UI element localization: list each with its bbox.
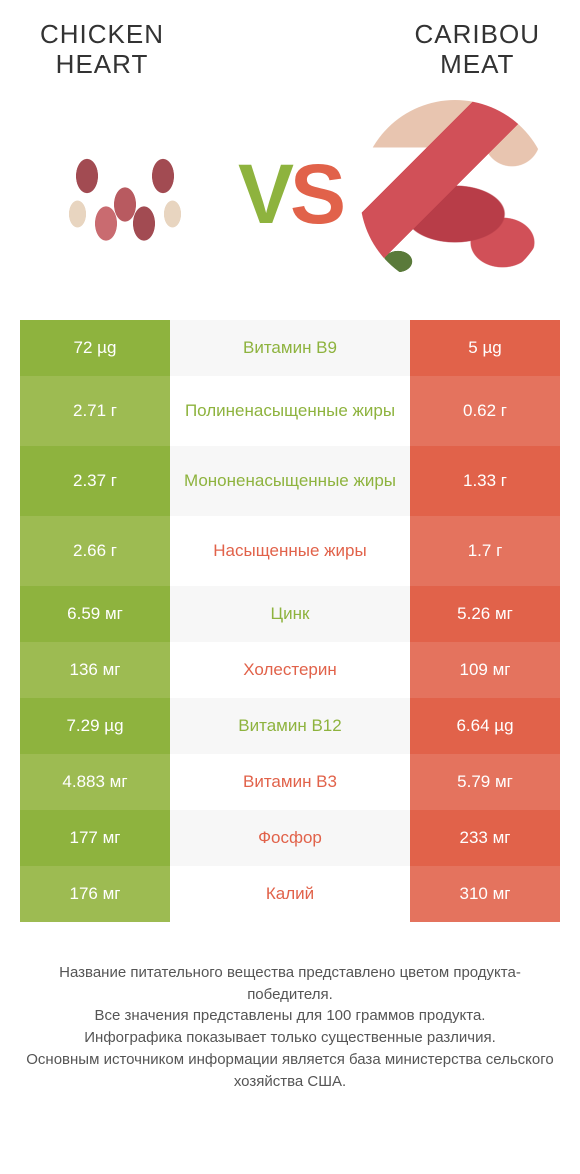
right-product-title: CARIBOU MEAT <box>415 20 540 80</box>
nutrient-name: Мононенасыщенные жиры <box>170 446 410 516</box>
right-value: 233 мг <box>410 810 560 866</box>
table-row: 136 мгХолестерин109 мг <box>20 642 560 698</box>
vs-label: VS <box>238 146 342 243</box>
left-value: 6.59 мг <box>20 586 170 642</box>
table-row: 7.29 µgВитамин B126.64 µg <box>20 698 560 754</box>
left-value: 4.883 мг <box>20 754 170 810</box>
left-value: 72 µg <box>20 320 170 376</box>
table-row: 4.883 мгВитамин B35.79 мг <box>20 754 560 810</box>
footer-line: Все значения представлены для 100 граммо… <box>20 1005 560 1027</box>
left-value: 176 мг <box>20 866 170 922</box>
nutrient-name: Калий <box>170 866 410 922</box>
right-value: 5.79 мг <box>410 754 560 810</box>
footer-line: Название питательного вещества представл… <box>20 962 560 1006</box>
nutrient-name: Насыщенные жиры <box>170 516 410 586</box>
left-product-title: CHICKEN HEART <box>40 20 164 80</box>
footer-line: Инфографика показывает только существенн… <box>20 1027 560 1049</box>
left-value: 2.71 г <box>20 376 170 446</box>
left-value: 2.37 г <box>20 446 170 516</box>
right-value: 0.62 г <box>410 376 560 446</box>
nutrient-name: Витамин B3 <box>170 754 410 810</box>
nutrient-name: Холестерин <box>170 642 410 698</box>
right-value: 1.7 г <box>410 516 560 586</box>
vs-s: S <box>290 147 342 241</box>
right-product-image <box>360 100 550 290</box>
right-value: 109 мг <box>410 642 560 698</box>
nutrient-name: Витамин B9 <box>170 320 410 376</box>
vs-v: V <box>238 147 290 241</box>
nutrient-name: Витамин B12 <box>170 698 410 754</box>
left-value: 136 мг <box>20 642 170 698</box>
right-value: 1.33 г <box>410 446 560 516</box>
table-row: 176 мгКалий310 мг <box>20 866 560 922</box>
table-row: 6.59 мгЦинк5.26 мг <box>20 586 560 642</box>
right-value: 5 µg <box>410 320 560 376</box>
right-value: 5.26 мг <box>410 586 560 642</box>
nutrient-name: Цинк <box>170 586 410 642</box>
table-row: 2.37 гМононенасыщенные жиры1.33 г <box>20 446 560 516</box>
left-product-image <box>30 100 220 290</box>
table-row: 2.66 гНасыщенные жиры1.7 г <box>20 516 560 586</box>
right-value: 6.64 µg <box>410 698 560 754</box>
comparison-table: 72 µgВитамин B95 µg2.71 гПолиненасыщенны… <box>20 320 560 922</box>
table-row: 177 мгФосфор233 мг <box>20 810 560 866</box>
header: CHICKEN HEART CARIBOU MEAT <box>0 0 580 90</box>
left-value: 177 мг <box>20 810 170 866</box>
right-value: 310 мг <box>410 866 560 922</box>
left-value: 2.66 г <box>20 516 170 586</box>
nutrient-name: Полиненасыщенные жиры <box>170 376 410 446</box>
table-row: 72 µgВитамин B95 µg <box>20 320 560 376</box>
left-value: 7.29 µg <box>20 698 170 754</box>
images-row: VS <box>0 90 580 320</box>
footer-notes: Название питательного вещества представл… <box>0 922 580 1113</box>
footer-line: Основным источником информации является … <box>20 1049 560 1093</box>
table-row: 2.71 гПолиненасыщенные жиры0.62 г <box>20 376 560 446</box>
nutrient-name: Фосфор <box>170 810 410 866</box>
